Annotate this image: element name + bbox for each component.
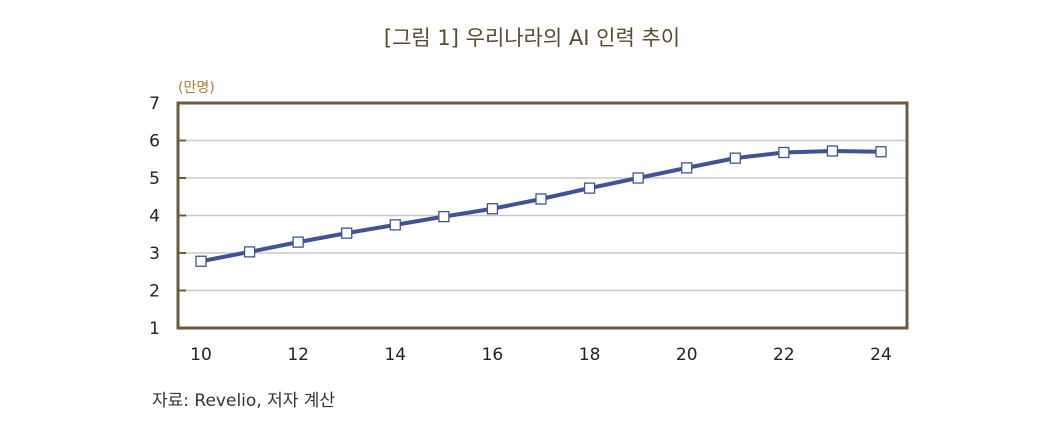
plot-frame [176,101,909,330]
x-tick-label: 16 [482,345,504,365]
data-point [729,152,741,164]
data-point [195,255,207,267]
x-tick-label: 24 [870,345,892,365]
data-point [243,246,256,258]
data-point [389,219,401,231]
x-tick-label: 18 [579,345,601,365]
data-point [486,203,499,215]
data-point [292,236,304,248]
data-point [583,182,596,194]
y-tick-label: 2 [149,282,160,302]
x-tick-label: 14 [384,345,406,365]
y-tick-label: 7 [149,94,160,114]
y-tick-label: 1 [149,319,160,339]
data-point [826,145,839,157]
data-point [681,162,693,174]
data-point [778,146,790,159]
data-point [438,210,450,223]
y-tick-label: 6 [149,132,160,152]
y-tick-label: 5 [149,169,160,189]
source-note: 자료: Revelio, 저자 계산 [152,391,336,411]
y-axis-unit-label: (만명) [178,80,215,96]
chart-title: [그림 1] 우리나라의 AI 인력 추이 [383,26,681,50]
y-tick-label: 3 [149,244,160,264]
y-tick-label: 4 [149,207,160,227]
data-point [632,172,644,184]
x-tick-label: 12 [287,345,309,365]
data-point [341,227,353,239]
x-tick-label: 20 [676,345,698,365]
x-tick-label: 10 [190,345,212,365]
data-point [535,193,547,205]
x-tick-label: 22 [773,345,795,365]
data-point [875,146,887,158]
